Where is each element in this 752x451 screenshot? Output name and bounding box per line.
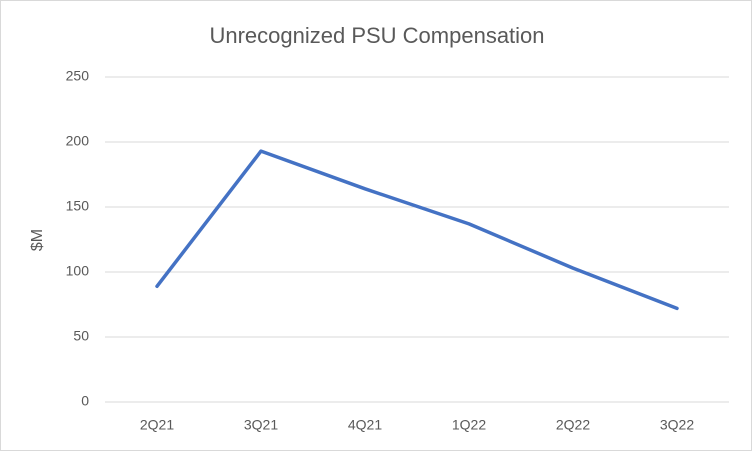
y-tick-label: 200 xyxy=(66,133,90,149)
y-tick-label: 100 xyxy=(66,263,90,279)
x-tick-label: 3Q21 xyxy=(244,417,278,433)
y-axis-label: $M xyxy=(29,229,46,251)
chart-title: Unrecognized PSU Compensation xyxy=(209,23,544,48)
x-tick-label: 3Q22 xyxy=(660,417,694,433)
x-tick-label: 2Q21 xyxy=(140,417,174,433)
y-tick-label: 50 xyxy=(73,328,89,344)
data-line xyxy=(155,149,679,311)
x-tick-label: 4Q21 xyxy=(348,417,382,433)
x-tick-label: 2Q22 xyxy=(556,417,590,433)
x-tick-label: 1Q22 xyxy=(452,417,486,433)
y-tick-label: 0 xyxy=(81,393,89,409)
y-tick-label: 250 xyxy=(66,68,90,84)
y-tick-label: 150 xyxy=(66,198,90,214)
